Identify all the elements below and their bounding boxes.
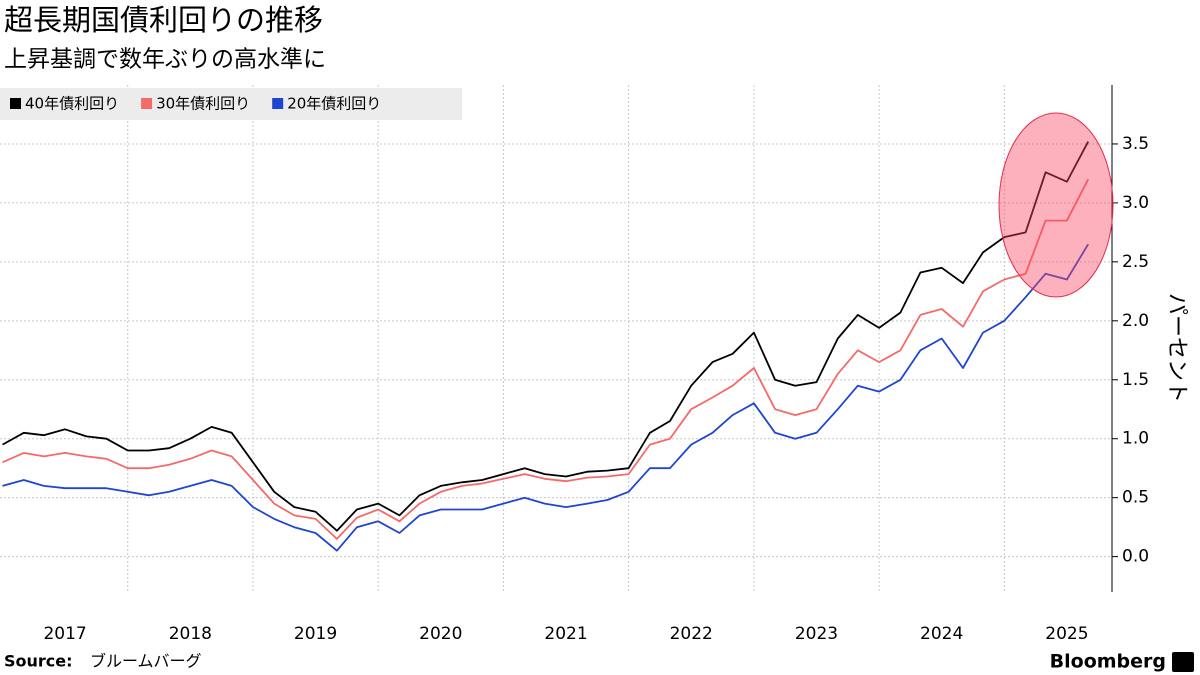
x-tick-label: 2023 (795, 624, 838, 644)
y-tick-label: 1.5 (1122, 370, 1149, 390)
y-tick-label: 3.5 (1122, 134, 1149, 154)
x-tick-label: 2020 (419, 624, 462, 644)
highlight-circle (998, 112, 1114, 298)
legend-label: 20年債利回り (287, 95, 381, 113)
brand: Bloomberg (1050, 651, 1166, 673)
x-tick-label: 2025 (1045, 624, 1088, 644)
legend-swatch (141, 98, 153, 109)
x-tick-label: 2019 (294, 624, 337, 644)
y-tick-label: 2.0 (1122, 311, 1149, 331)
x-tick-label: 2022 (670, 624, 713, 644)
y-tick-label: 0.0 (1122, 547, 1149, 567)
plot-area: 0.0 0.5 1.0 1.5 2.0 2.5 3.0 3.5 2017 2018 2019 2020… (0, 85, 1149, 644)
y-axis-label: パーセント (1164, 293, 1189, 403)
legend-label: 30年債利回り (156, 95, 250, 113)
chart-subtitle: 上昇基調で数年ぶりの高水準に (4, 47, 326, 73)
x-tick-label: 2021 (544, 624, 587, 644)
series-line (2, 178, 1089, 540)
source-label: Source: (4, 652, 73, 671)
legend-swatch (10, 98, 21, 109)
legend-label: 40年債利回り (25, 95, 119, 113)
legend-box (0, 88, 462, 120)
y-tick-label: 2.5 (1122, 252, 1149, 272)
y-tick-label: 3.0 (1122, 193, 1149, 213)
brand-logo (1172, 652, 1194, 672)
legend-swatch (272, 98, 284, 109)
series-line (2, 243, 1089, 552)
x-tick-label: 2018 (169, 624, 212, 644)
x-tick-label: 2024 (920, 624, 963, 644)
x-tick-label: 2017 (43, 624, 86, 644)
legend: 40年債利回り 30年債利回り 20年債利回り (0, 88, 462, 120)
y-tick-label: 1.0 (1122, 429, 1149, 449)
chart-title: 超長期国債利回りの推移 (4, 3, 323, 37)
source: ブルームバーグ (90, 652, 202, 671)
series-line (2, 141, 1089, 532)
y-tick-label: 0.5 (1122, 488, 1149, 508)
